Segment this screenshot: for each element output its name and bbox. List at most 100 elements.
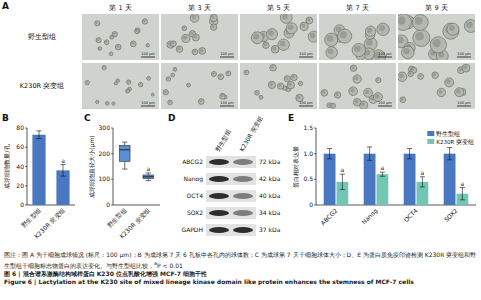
spheroid-core [415,32,424,41]
spheroid [398,72,407,81]
scale-bar [220,106,234,107]
spheroid [112,102,115,105]
spheroid-core [192,15,196,19]
whisker-cap [122,169,127,170]
spheroid-core [152,94,153,95]
spheroid-core [268,30,274,36]
protein-label: SOX2 [187,209,203,216]
spheroid [259,95,263,99]
spheroid [166,77,171,82]
legend: 野生型组K230R 突变组 [427,131,474,145]
scale-bar [141,106,155,107]
spheroid-core [259,96,261,98]
bar [32,135,45,205]
spheroid-core [126,90,128,92]
spheroid-core [350,88,354,92]
spheroid-core [377,78,380,81]
spheroid [432,72,439,79]
spheroid-core [433,73,436,76]
y-axis-title: 成球细胞直径大小(μm) [88,135,96,197]
column-header: 第 9 天 [425,4,447,12]
column-header: 第 5 天 [267,4,289,12]
spheroid [268,81,275,88]
spheroid-core [127,81,129,83]
spheroid-core [227,72,229,74]
caption-note: 图注：图 A 为干细胞成球镜况 (标尺：100 μm)；B 为成球第 7 天 6… [4,251,477,270]
legend-label: K230R 突变组 [436,138,474,145]
x-axis [113,205,160,206]
spheroid [353,98,361,106]
spheroid [171,41,177,47]
spheroid [171,73,175,77]
y-tick [25,185,27,186]
spheroid-core [164,90,167,93]
spheroid [182,26,187,31]
spheroid-core [117,79,119,81]
spheroid [398,14,412,31]
spheroid-core [187,84,189,86]
y-tick-label: 60 [16,143,24,150]
spheroid-core [110,52,112,54]
spheroid [226,71,231,76]
error-cap [327,148,332,149]
spheroid [338,29,352,43]
spheroid [85,80,89,84]
scale-bar [299,57,313,58]
spheroid-core [354,45,361,52]
spheroid-core [147,77,149,79]
spheroid [277,83,283,89]
spheroid [300,22,308,30]
spheroid-core [355,100,359,104]
spheroid-core [409,72,412,75]
blot-band [209,193,229,199]
spheroid [330,103,335,108]
size-label: 37 kDa [259,226,281,233]
error-cap [460,199,465,200]
protein-label: ABCG2 [182,158,203,165]
error-bar [462,188,463,200]
spheroid-core [139,83,141,85]
spheroid [163,90,168,95]
size-label: 34 kDa [259,209,281,216]
spheroid [210,24,216,30]
legend-swatch [427,131,434,136]
spheroid [376,78,381,83]
spheroid-core [200,49,203,52]
spheroid [437,88,445,96]
y-tick-label: 20 [16,182,24,189]
spheroid [287,81,294,88]
spheroid-core [199,99,202,102]
note-text: 图注：图 A 为干细胞成球镜况 (标尺：100 μm)；B 为成球第 7 天 6… [4,251,476,269]
spheroid [412,15,428,31]
x-tick-label: Nanog [360,207,380,227]
spheroid [408,71,414,77]
y-tick-label: 0 [309,201,313,208]
spheroid-core [211,25,214,28]
spheroid-core [245,71,247,73]
spheroid-core [177,47,180,50]
x-tick-label: K230R 突变组 [33,207,66,240]
micrograph [240,14,317,60]
spheroid-core [401,98,404,101]
blot-column-header: K230R 突变组 [238,115,264,153]
scale-bar-label: 100 μm [220,52,234,56]
spheroid-core [116,45,119,48]
spheroid-core [167,77,169,79]
spheroid-core [322,91,325,94]
y-tick [25,166,27,167]
error-cap [367,146,372,147]
whisker [148,179,149,181]
spheroid [455,88,464,97]
spheroid [326,47,338,59]
error-cap [380,176,385,177]
spheroid [400,97,406,103]
scale-bar-label: 100 μm [299,52,313,56]
micrograph [161,14,238,60]
spheroid-core [446,79,451,84]
image-background [240,63,317,109]
blot-band [233,176,253,182]
spheroid-core [280,41,286,47]
bar [444,154,456,205]
error-cap [460,187,465,188]
error-bar [382,172,383,176]
